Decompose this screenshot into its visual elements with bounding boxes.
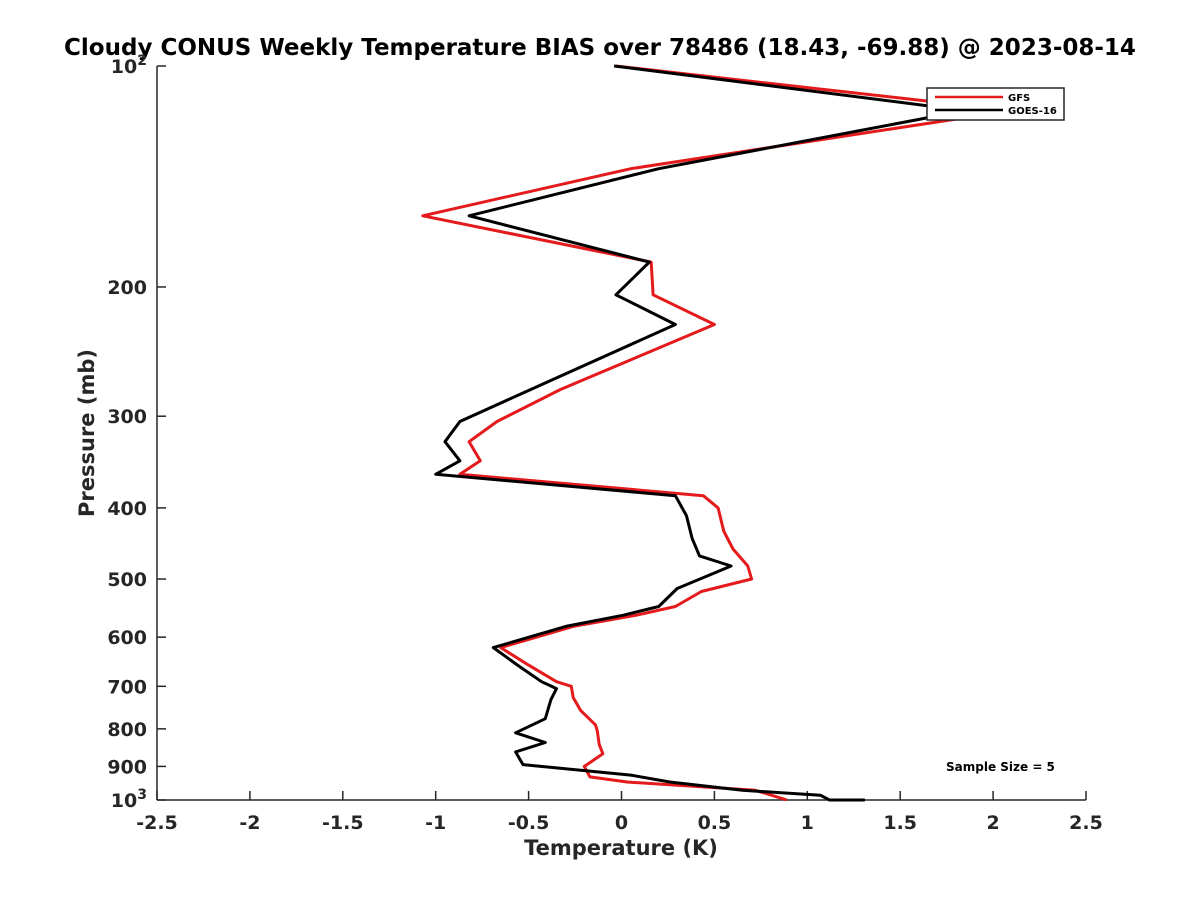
x-tick-label: 2 [986,812,999,834]
x-tick-label: 1 [801,812,814,834]
y-tick-label: 200 [107,277,147,299]
axis-ticks: -2.5 -2 -1.5 -1 -0.5 0 0.5 1 1.5 2 2.5 102 200 300 400… [107,53,1103,834]
y-tick-label: 400 [107,498,147,520]
plot-axes [156,66,1086,801]
x-tick-label: 2.5 [1069,812,1103,834]
chart-title: Cloudy CONUS Weekly Temperature BIAS ove… [64,35,1136,61]
x-tick-label: -0.5 [508,812,550,834]
x-tick-label: -1 [425,812,446,834]
x-tick-label: -1.5 [322,812,364,834]
series-layer [421,64,1014,802]
x-tick-label: -2 [239,812,260,834]
legend-box [926,87,1065,121]
y-tick-label: 103 [111,787,147,812]
y-tick-label: 900 [107,756,147,778]
y-tick-label: 700 [107,676,147,698]
legend-label-gfs: GFS [1008,93,1030,104]
x-tick-label: -2.5 [136,812,178,834]
series-line-goes-16 [434,64,967,802]
x-tick-label: 0 [615,812,628,834]
sample-size-annotation: Sample Size = 5 [946,760,1055,774]
x-tick-label: 0.5 [698,812,732,834]
y-tick-label: 800 [107,719,147,741]
legend-label-goes-16: GOES-16 [1008,106,1057,117]
y-tick-label: 500 [107,569,147,591]
series-line-gfs [421,64,1014,802]
y-tick-label: 102 [111,53,147,78]
y-tick-label: 300 [107,406,147,428]
y-axis-label: Pressure (mb) [75,349,99,517]
x-tick-label: 1.5 [883,812,917,834]
y-tick-label: 600 [107,627,147,649]
x-axis-label: Temperature (K) [524,836,718,860]
legend: GFS GOES-16 [926,87,1065,121]
